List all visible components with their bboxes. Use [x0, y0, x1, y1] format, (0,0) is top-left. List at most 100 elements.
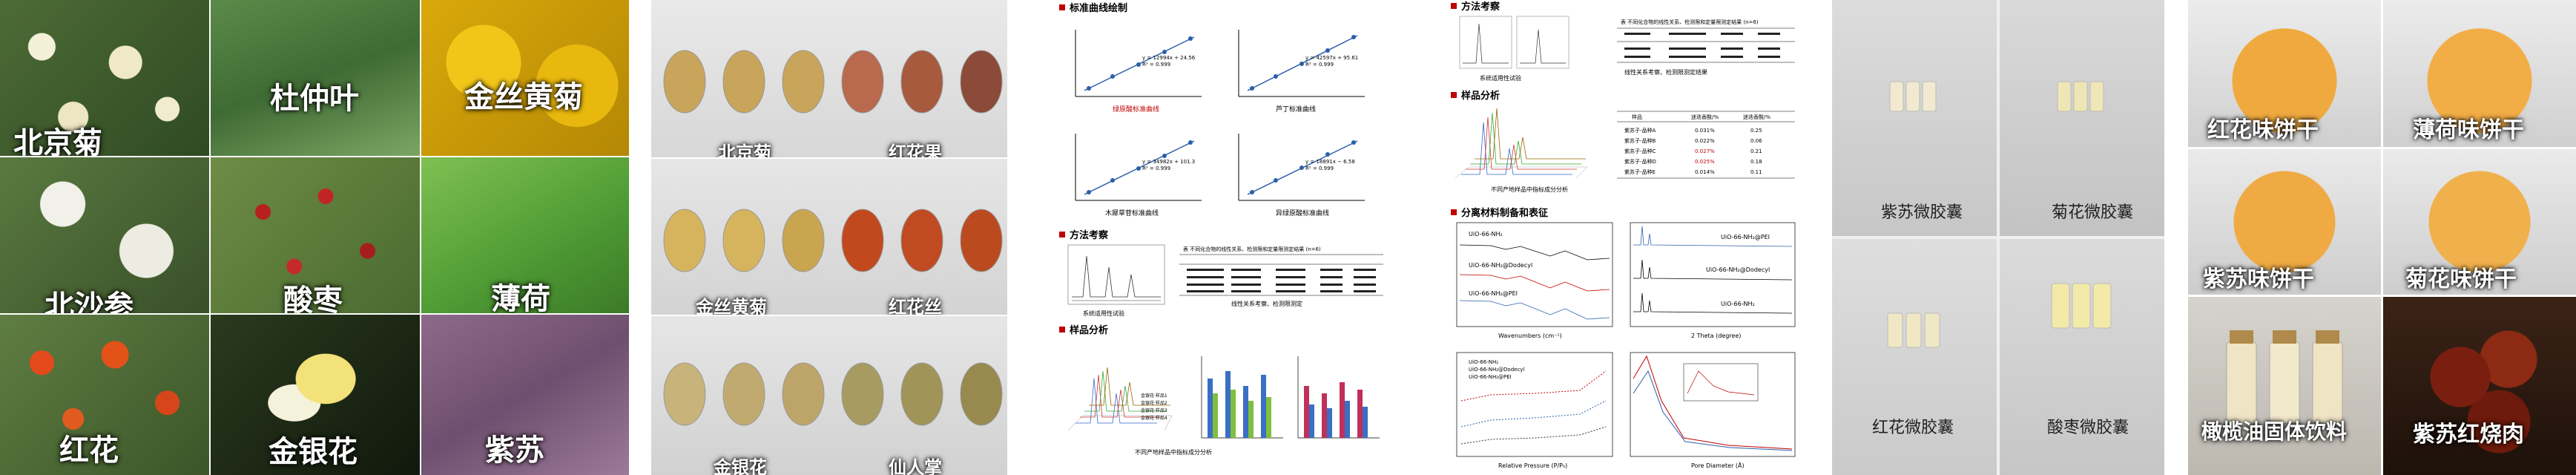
method-caption-2: 线性关系考察、检测限测定 [1231, 300, 1302, 307]
bar-chart-2 [1297, 356, 1380, 439]
curve-3-r2: R² = 0.999 [1142, 166, 1170, 171]
bet-legend-2: UiO-66-NH₂@Dodecyl [1469, 367, 1524, 373]
label-chrysanthemum-biscuit: 菊花味饼干 [2405, 266, 2517, 292]
label-flask-honeysuckle: 金银花 [714, 457, 767, 475]
p4-method-caption: 系统适用性试验 [1480, 74, 1521, 82]
hplc-analysis-figure: 标准曲线绘制 y = 12994x + 24.56 R² = 0.999 绿原酸… [1053, 0, 1387, 475]
p4-table-cell: 0.25 [1750, 128, 1762, 134]
p4-table-cell: 0.21 [1750, 148, 1762, 154]
label-perilla-biscuit: 紫苏味饼干 [2203, 266, 2314, 292]
p4-section-title-materials: 分离材料制备和表征 [1461, 207, 1548, 219]
p4-table-head-2: 迷迭香酸/% [1743, 114, 1770, 120]
bet-legend-3: UiO-66-NH₂@PEI [1469, 374, 1512, 380]
xrd-xlabel: 2 Theta (degree) [1691, 332, 1741, 339]
label-honeysuckle: 金银花 [269, 435, 358, 469]
label-flask-safflower-thread: 红花丝 [889, 297, 942, 315]
p4-section-title-sample: 样品分析 [1461, 90, 1500, 102]
p4-table-head-1: 迷迭香酸/% [1691, 114, 1719, 120]
photo-flasks-row1: 北京菊 红花果 [651, 0, 1007, 157]
p4-table-cell: 紫苏子-品种A [1624, 127, 1656, 134]
label-safflower: 红花 [59, 433, 119, 468]
curve-4-label: 异绿原酸标准曲线 [1276, 209, 1329, 217]
photo-jujube-microcapsule: 酸枣微胶囊 [2000, 239, 2164, 475]
flask-row-1-graphic [663, 50, 1003, 114]
plant-photo-grid: 北京菊 杜仲叶 金丝黄菊 北沙参 酸枣 薄荷 红花 金银花 紫苏 [0, 0, 629, 475]
label-flask-safflower-fruit: 红花果 [889, 142, 942, 157]
p4-table-cell: 0.031% [1695, 128, 1715, 134]
curve-1-r2: R² = 0.999 [1142, 62, 1170, 68]
stacked-chromatograms: 金银花·样品1 金银花·样品2 金银花·样品3 金银花·样品4 [1067, 367, 1173, 431]
hplc-figure-svg: 标准曲线绘制 y = 12994x + 24.56 R² = 0.999 绿原酸… [1059, 2, 1383, 456]
p4-section-marker-2 [1451, 92, 1457, 98]
standard-curve-2: y = 42597x + 95.61 R² = 0.999 芦丁标准曲线 [1238, 30, 1365, 114]
curve-1-label: 绿原酸标准曲线 [1113, 105, 1159, 114]
standard-curve-4: y = 18891x − 6.58 R² = 0.999 异绿原酸标准曲线 [1238, 134, 1365, 217]
p4-table-cell: 0.18 [1750, 159, 1762, 165]
photo-beijing-chrysanthemum: 北京菊 [0, 0, 209, 156]
p4-table-cell: 0.06 [1750, 138, 1762, 144]
photo-chrysanthemum-microcapsule: 菊花微胶囊 [2000, 0, 2164, 236]
microcapsule-grid: 紫苏微胶囊 菊花微胶囊 红花微胶囊 酸枣微胶囊 [1832, 0, 2164, 475]
vials-chrysanthemum [2057, 81, 2104, 112]
p4-chromatograms [1459, 16, 1569, 69]
photo-jujube: 酸枣 [211, 157, 420, 313]
flask-row-2-graphic [663, 209, 1003, 272]
photo-safflower-microcapsule: 红花微胶囊 [1832, 239, 1997, 475]
ftir-legend-1: UiO-66-NH₂ [1469, 231, 1503, 238]
p4-method-caption-2: 线性关系考察、检测限测定结果 [1624, 68, 1707, 76]
p4-table-cell: 紫苏子-品种C [1624, 148, 1656, 154]
p4-section-title-method: 方法考察 [1461, 1, 1501, 13]
standard-curve-3: y = 34982x + 101.3 R² = 0.999 木犀草苷标准曲线 [1075, 134, 1202, 217]
ftir-xlabel: Wavenumbers (cm⁻¹) [1498, 332, 1562, 339]
p4-sample-table: 样品 迷迭香酸/% 迷迭香酸/% 紫苏子-品种A 0.031% 0.25 紫苏子… [1617, 111, 1795, 179]
flask-row-3-graphic [663, 362, 1003, 426]
p4-sample-caption: 不同产地样品中指标成分分析 [1491, 186, 1568, 193]
label-flask-cactus: 仙人掌 [889, 457, 942, 475]
p4-table-cell: 0.014% [1695, 169, 1715, 175]
photo-chrysanthemum-biscuit: 菊花味饼干 [2383, 149, 2576, 295]
label-flask-golden: 金丝黄菊 [696, 297, 767, 315]
sample-caption: 不同产地样品中指标成分分析 [1135, 448, 1212, 456]
label-chrysanthemum-microcapsule: 菊花微胶囊 [2052, 203, 2134, 222]
photo-flasks-row2: 金丝黄菊 红花丝 [651, 159, 1007, 315]
bet-legend-1: UiO-66-NH₂ [1469, 359, 1498, 365]
pore-xlabel: Pore Diameter (Å) [1691, 461, 1745, 469]
ftir-legend-3: UiO-66-NH₂@PEI [1469, 290, 1518, 297]
vials-safflower [1887, 312, 1940, 348]
photo-safflower-biscuit: 红花味饼干 [2188, 0, 2381, 147]
curve-2-equation: y = 42597x + 95.61 [1305, 55, 1358, 61]
xrd-legend-1: UiO-66-NH₂ [1721, 301, 1755, 307]
legend-sample-3: 金银花·样品3 [1141, 407, 1167, 413]
ftir-plot: UiO-66-NH₂ UiO-66-NH₂@Dodecyl UiO-66-NH₂… [1456, 222, 1613, 339]
photo-glehnia-root: 北沙参 [0, 157, 209, 313]
photo-safflower: 红花 [0, 315, 209, 475]
materials-characterization-figure: 方法考察 系统适用性试验 表 不同化合物的线性关系、检测限和定量限测定结果 (n… [1446, 0, 1802, 475]
photo-perilla-biscuit: 紫苏味饼干 [2188, 149, 2381, 295]
curve-3-equation: y = 34982x + 101.3 [1142, 159, 1195, 165]
curve-3-label: 木犀草苷标准曲线 [1105, 209, 1159, 217]
section-marker-1 [1059, 4, 1065, 10]
label-glehnia-root: 北沙参 [45, 289, 134, 313]
p4-method-table-title: 表 不同化合物的线性关系、检测限和定量限测定结果 (n=6) [1621, 19, 1759, 25]
label-braised-pork: 紫苏红烧肉 [2413, 422, 2524, 448]
label-safflower-biscuit: 红花味饼干 [2207, 117, 2319, 143]
curve-2-label: 芦丁标准曲线 [1276, 105, 1316, 114]
curve-2-r2: R² = 0.999 [1305, 62, 1334, 68]
section-title-sample: 样品分析 [1070, 324, 1108, 336]
curve-4-r2: R² = 0.999 [1305, 166, 1334, 171]
label-flask-beijing: 北京菊 [718, 142, 771, 157]
label-safflower-microcapsule: 红花微胶囊 [1872, 419, 1954, 437]
photo-golden-chrysanthemum: 金丝黄菊 [421, 0, 629, 156]
chromatogram-mini [1067, 244, 1165, 305]
vials-jujube [2051, 283, 2112, 329]
xrd-legend-2: UiO-66-NH₂@Dodecyl [1706, 266, 1770, 273]
p4-stacked-chromatograms [1455, 108, 1588, 179]
photo-perilla-microcapsule: 紫苏微胶囊 [1832, 0, 1997, 236]
p4-table-cell: 0.022% [1695, 138, 1715, 144]
materials-figure-svg: 方法考察 系统适用性试验 表 不同化合物的线性关系、检测限和定量限测定结果 (n… [1451, 1, 1796, 469]
photo-mint: 薄荷 [421, 157, 629, 313]
method-table [1179, 254, 1383, 296]
section-marker-2 [1059, 232, 1065, 238]
label-eucommia-leaf: 杜仲叶 [270, 82, 359, 116]
pore-size-plot: Pore Diameter (Å) [1630, 352, 1796, 469]
